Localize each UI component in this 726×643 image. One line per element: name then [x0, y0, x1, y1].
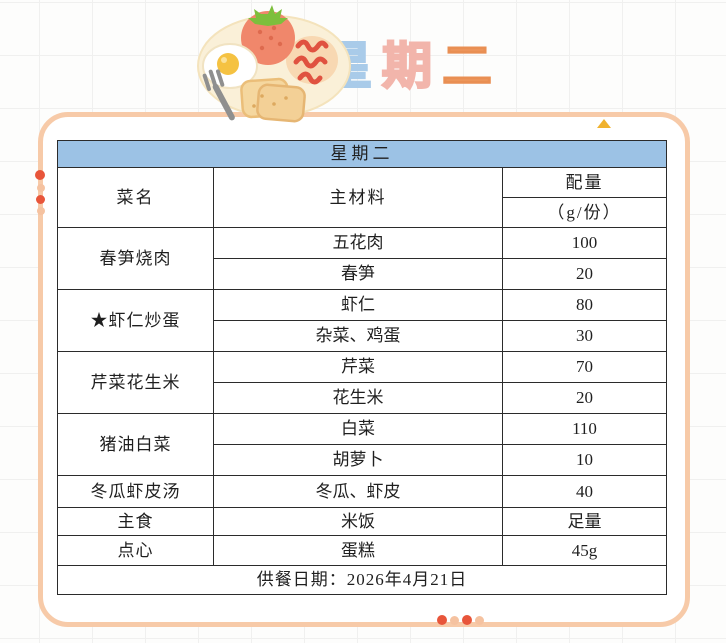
- dish-name: 芹菜花生米: [57, 351, 214, 414]
- sausage-icon: [286, 36, 338, 85]
- bottom-border-dot-icon: [437, 615, 447, 625]
- ingredient-cell: 杂菜、鸡蛋: [213, 320, 503, 352]
- ingredient-cell: 虾仁: [213, 289, 503, 321]
- ingredient-cell: 五花肉: [213, 227, 503, 259]
- title-char-qi: 期: [381, 37, 442, 96]
- ingredient-cell: 芹菜: [213, 351, 503, 383]
- tomato-icon: [241, 5, 295, 65]
- column-header-portion: 配量: [501, 167, 668, 198]
- page-title: 星期二: [321, 26, 502, 98]
- fork-icon: [202, 69, 235, 121]
- amount-cell: 20: [501, 382, 668, 414]
- amount-cell: 45g: [501, 535, 668, 566]
- column-header-ingredient: 主材料: [213, 167, 503, 228]
- amount-cell: 70: [501, 351, 668, 383]
- dish-name: 猪油白菜: [57, 413, 214, 476]
- serving-date: 供餐日期：2026年4月21日: [56, 565, 668, 595]
- breakfast-plate-icon: [197, 5, 351, 123]
- bottom-border-dot-icon: [450, 616, 459, 625]
- amount-cell: 100: [501, 227, 668, 259]
- toast-icon: [240, 77, 306, 123]
- title-char-er: 二: [441, 37, 502, 95]
- column-header-dish: 菜名: [57, 167, 214, 228]
- left-border-dot-icon: [36, 195, 45, 204]
- table-day-header: 星期二: [56, 140, 668, 168]
- left-border-dot-icon: [37, 184, 45, 192]
- amount-cell: 20: [501, 258, 668, 290]
- amount-cell: 30: [501, 320, 668, 352]
- triangle-decoration-icon: [597, 119, 611, 128]
- amount-cell: 10: [501, 444, 668, 476]
- dish-name: 点心: [57, 535, 214, 566]
- dish-name: 春笋烧肉: [57, 227, 214, 290]
- fried-egg-icon: [202, 43, 258, 89]
- dish-name: ★虾仁炒蛋: [57, 289, 214, 352]
- amount-cell: 40: [501, 475, 668, 508]
- dish-name: 冬瓜虾皮汤: [57, 475, 214, 508]
- bottom-border-dot-icon: [475, 616, 484, 625]
- left-border-dot-icon: [37, 207, 45, 215]
- column-header-portion-unit: （g/份）: [501, 197, 668, 228]
- dish-name: 主食: [57, 507, 214, 536]
- ingredient-cell: 花生米: [213, 382, 503, 414]
- ingredient-cell: 米饭: [213, 507, 503, 536]
- ingredient-cell: 胡萝卜: [213, 444, 503, 476]
- amount-cell: 80: [501, 289, 668, 321]
- amount-cell: 足量: [501, 507, 668, 536]
- left-border-dot-icon: [35, 170, 45, 180]
- ingredient-cell: 冬瓜、虾皮: [213, 475, 503, 508]
- amount-cell: 110: [501, 413, 668, 445]
- bottom-border-dot-icon: [462, 615, 472, 625]
- ingredient-cell: 春笋: [213, 258, 503, 290]
- ingredient-cell: 蛋糕: [213, 535, 503, 566]
- weekday-menu-table: 星期二 菜名 主材料 配量 （g/份） 春笋烧肉 五花肉 100 春笋 20 ★…: [56, 140, 668, 595]
- ingredient-cell: 白菜: [213, 413, 503, 445]
